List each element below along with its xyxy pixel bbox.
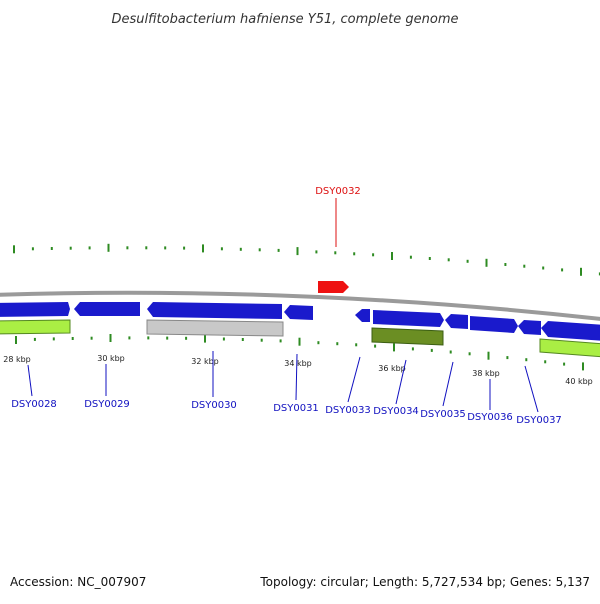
gene-label-dsy0029[interactable]: DSY0029 — [84, 399, 130, 410]
scale-labels: 28 kbp 30 kbp 32 kbp 34 kbp 36 kbp 38 kb… — [3, 354, 593, 386]
gene-label-dsy0033[interactable]: DSY0033 — [325, 405, 371, 416]
scale-label-40: 40 kbp — [565, 377, 593, 386]
gene-arrow-dsy0028[interactable] — [0, 302, 70, 317]
scale-label-36: 36 kbp — [378, 364, 406, 373]
gene-bar-trailing-lime[interactable] — [539, 338, 600, 358]
map-title: Desulfitobacterium hafniense Y51, comple… — [111, 12, 458, 27]
gene-label-dsy0032[interactable]: DSY0032 — [315, 186, 361, 197]
accession-text: Accession: NC_007907 — [10, 575, 146, 589]
gene-label-dsy0035[interactable]: DSY0035 — [420, 409, 466, 420]
gene-arrow-dsy0034[interactable] — [373, 310, 444, 327]
gene-label-dsy0036[interactable]: DSY0036 — [467, 412, 513, 423]
scale-label-38: 38 kbp — [472, 369, 500, 378]
gene-arrow-dsy0037[interactable] — [518, 320, 541, 335]
gene-label-dsy0034[interactable]: DSY0034 — [373, 406, 419, 417]
leader-dsy0028 — [27, 364, 33, 397]
gene-label-dsy0030[interactable]: DSY0030 — [191, 400, 237, 411]
gene-bar-dsy0034-olive[interactable] — [371, 327, 444, 346]
inner-scale-ticks — [15, 334, 584, 371]
gene-arrow-trailing[interactable] — [541, 321, 600, 341]
scale-label-32: 32 kbp — [191, 357, 219, 366]
gene-labels: DSY0028 DSY0029 DSY0030 DSY0031 DSY0032 … — [11, 186, 562, 426]
gene-leader-lines — [27, 351, 539, 413]
scale-label-34: 34 kbp — [284, 359, 312, 368]
gene-bar-dsy0030-grey[interactable] — [146, 319, 284, 337]
gene-arrow-dsy0036[interactable] — [470, 316, 518, 333]
gene-label-dsy0037[interactable]: DSY0037 — [516, 415, 562, 426]
leader-dsy0033 — [347, 356, 361, 403]
topology-text: Topology: circular; Length: 5,727,534 bp… — [259, 575, 590, 589]
gene-label-dsy0028[interactable]: DSY0028 — [11, 399, 57, 410]
genome-backbone — [0, 290, 600, 321]
leader-dsy0037 — [524, 365, 539, 413]
gene-arrow-dsy0030[interactable] — [147, 302, 282, 319]
scale-label-30: 30 kbp — [97, 354, 125, 363]
leader-dsy0035 — [442, 361, 454, 407]
gene-features — [0, 281, 600, 358]
leader-dsy0034 — [395, 359, 407, 405]
leader-dsy0031 — [295, 353, 298, 401]
gene-arrow-dsy0029[interactable] — [74, 302, 140, 316]
gene-bar-dsy0028-lime[interactable] — [0, 319, 71, 335]
gene-arrow-dsy0033[interactable] — [355, 309, 370, 322]
scale-label-28: 28 kbp — [3, 355, 31, 364]
outer-scale-ticks — [13, 243, 600, 276]
gene-label-dsy0031[interactable]: DSY0031 — [273, 403, 319, 414]
gene-arrow-dsy0032[interactable] — [318, 281, 349, 293]
gene-arrow-dsy0031[interactable] — [284, 305, 313, 320]
gene-arrow-dsy0035[interactable] — [445, 314, 468, 329]
